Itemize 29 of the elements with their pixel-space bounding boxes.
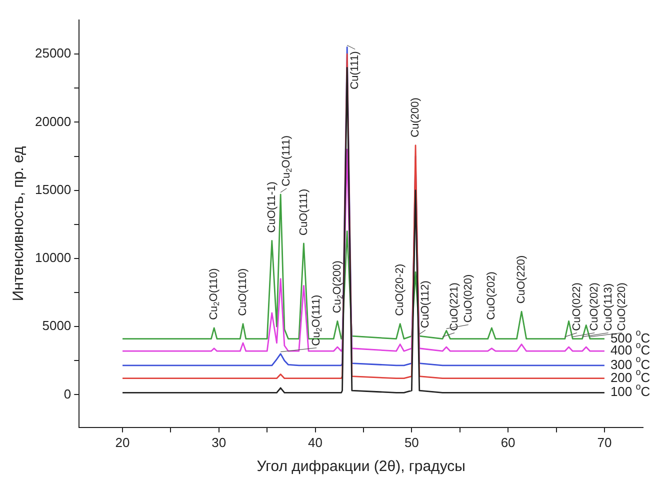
annotation: CuO(220): [516, 255, 528, 304]
x-tick-label: 70: [597, 434, 612, 450]
y-tick-label: 0: [64, 386, 72, 402]
annotation: CuO(220): [616, 282, 628, 331]
y-tick-label: 10000: [34, 250, 72, 266]
annotation: CuO(110): [237, 268, 250, 316]
annotation: Cu(200): [410, 98, 422, 138]
annotation: CuO(112): [419, 280, 432, 328]
y-axis-title: Интенсивность, пр. ед: [10, 146, 28, 302]
annotation: CuO(20-2): [394, 264, 406, 316]
annotation: CuO(202): [486, 272, 498, 320]
x-tick-label: 60: [500, 434, 516, 450]
y-tick-label: 15000: [34, 182, 72, 197]
x-tick-label: 50: [404, 434, 419, 450]
annotation: CuO(113): [602, 283, 614, 331]
x-tick-label: 30: [212, 434, 226, 450]
annotation: Cu(111): [349, 51, 362, 90]
annotation: CuO(111): [298, 188, 310, 236]
annotation: CuO(221): [448, 282, 461, 331]
x-tick-label: 40: [308, 434, 323, 450]
annotation: CuO(022): [570, 282, 583, 331]
y-tick-label: 20000: [34, 114, 72, 129]
x-axis-title: Угол дифракции (2θ), градусы: [256, 458, 466, 476]
annotation: CuO(202): [588, 282, 601, 331]
annotation: CuO(11-1): [266, 182, 278, 233]
y-tick-label: 5000: [42, 318, 72, 334]
annotation: CuO(020): [462, 274, 474, 323]
y-tick-label: 25000: [34, 46, 72, 61]
x-tick-label: 20: [115, 434, 130, 450]
